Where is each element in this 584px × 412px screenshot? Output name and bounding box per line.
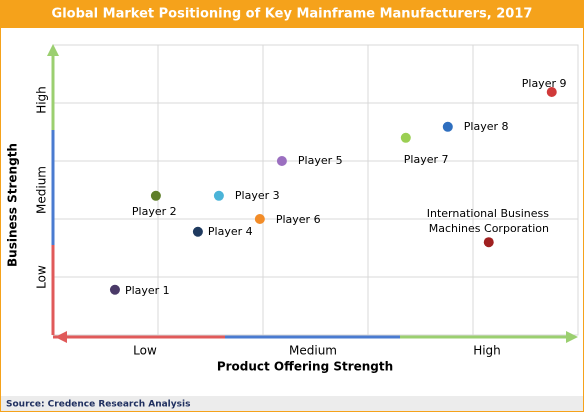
point: [276, 156, 287, 166]
point: [150, 190, 161, 201]
point: [254, 214, 265, 224]
point: [483, 237, 494, 248]
point-label: International Business Machines Corporati…: [427, 207, 549, 235]
source: Source: Credence Research Analysis: [6, 400, 190, 410]
point-label: Player 3: [235, 189, 280, 202]
y-axis-title: Business Strength: [6, 143, 20, 267]
point-label: Player 8: [464, 120, 509, 133]
point-label: Player 4: [208, 225, 253, 238]
y-category-label: Medium: [35, 166, 49, 214]
point: [213, 190, 224, 201]
x-category-label: Low: [133, 344, 157, 358]
point-label: Player 6: [276, 213, 321, 226]
source-bar: [1, 396, 583, 411]
point-label: Player 7: [404, 153, 449, 166]
title-bar: [0, 0, 584, 28]
point: [546, 86, 557, 97]
point-label: Player 5: [298, 154, 343, 167]
x-axis-title: Product Offering Strength: [217, 360, 393, 374]
y-category-label: Low: [35, 265, 49, 289]
point: [442, 121, 453, 132]
point: [400, 132, 411, 143]
chart-title: Global Market Positioning of Key Mainfra…: [52, 7, 533, 22]
x-axis-arrow: [566, 331, 578, 343]
y-category-label: High: [35, 86, 49, 114]
x-axis-arrow-tail: [55, 331, 67, 343]
point-label: Player 9: [522, 77, 567, 90]
y-axis-arrow: [47, 44, 59, 56]
x-category-label: High: [473, 344, 501, 358]
point: [192, 226, 203, 237]
point-label: Player 1: [125, 284, 170, 297]
point: [109, 284, 120, 295]
point-label: Player 2: [132, 205, 177, 218]
x-category-label: Medium: [289, 344, 337, 358]
